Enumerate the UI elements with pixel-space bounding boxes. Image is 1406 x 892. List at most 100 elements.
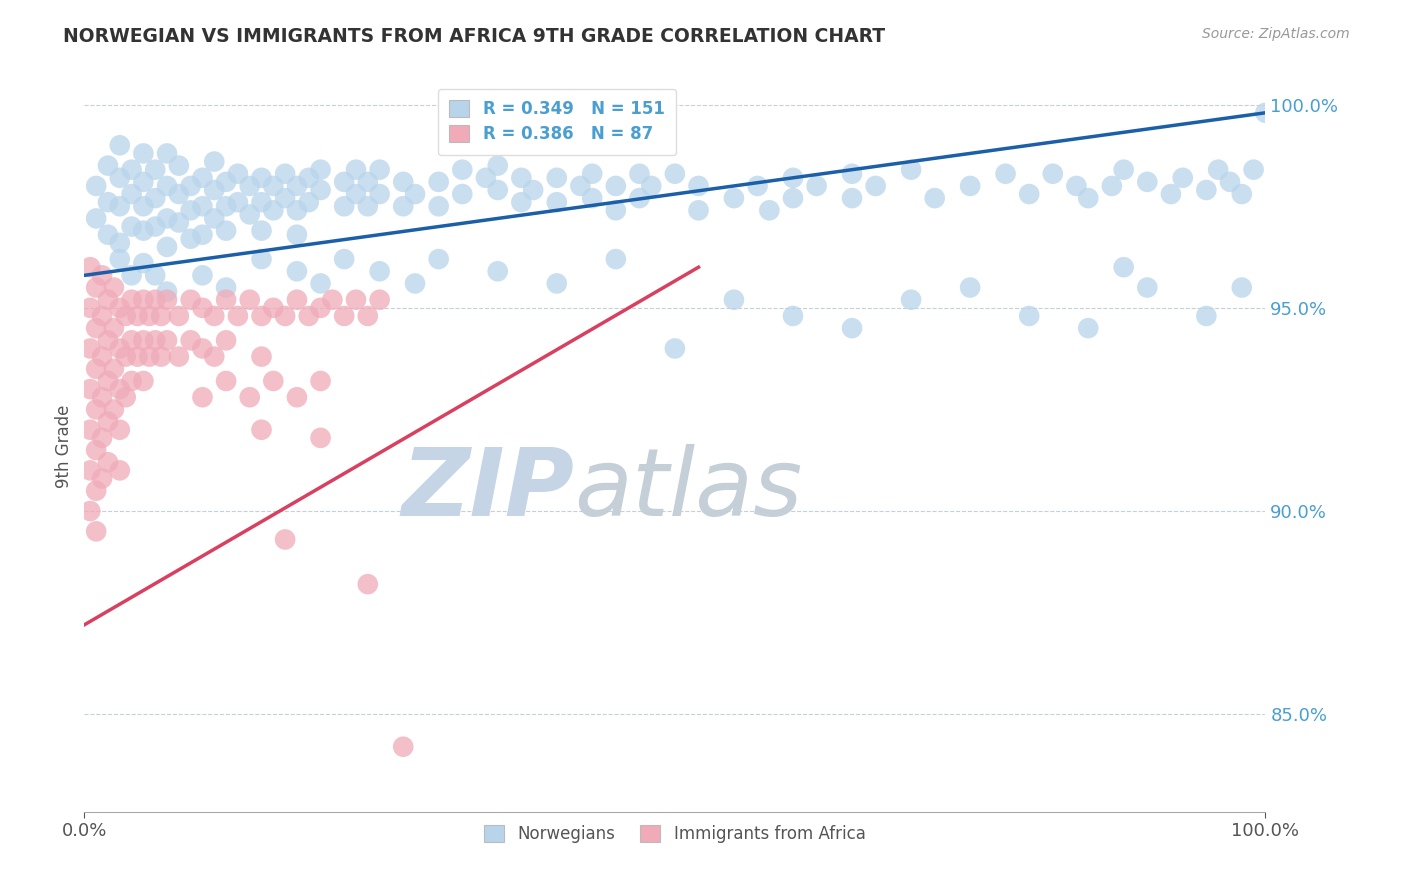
Point xyxy=(191,170,214,185)
Point xyxy=(180,334,202,348)
Point xyxy=(333,175,356,189)
Point xyxy=(191,301,214,315)
Point xyxy=(486,159,509,173)
Point xyxy=(215,280,238,294)
Point xyxy=(841,167,863,181)
Point xyxy=(202,309,225,323)
Point xyxy=(262,203,284,218)
Point xyxy=(333,252,356,266)
Point xyxy=(97,293,120,307)
Point xyxy=(427,175,450,189)
Point xyxy=(132,256,155,270)
Point xyxy=(108,301,131,315)
Point xyxy=(91,471,114,485)
Point xyxy=(167,350,190,364)
Point xyxy=(143,293,166,307)
Point xyxy=(143,191,166,205)
Point xyxy=(108,170,131,185)
Point xyxy=(167,215,190,229)
Point xyxy=(640,178,662,193)
Point xyxy=(143,334,166,348)
Point xyxy=(1171,170,1194,185)
Point xyxy=(132,146,155,161)
Point xyxy=(215,334,238,348)
Point xyxy=(368,187,391,202)
Point xyxy=(274,309,297,323)
Point xyxy=(215,293,238,307)
Point xyxy=(1042,167,1064,181)
Point xyxy=(357,199,380,213)
Point xyxy=(274,533,297,547)
Point xyxy=(309,431,332,445)
Point xyxy=(1160,187,1182,202)
Point xyxy=(1219,175,1241,189)
Point xyxy=(84,483,107,498)
Point xyxy=(79,504,101,518)
Point xyxy=(108,138,131,153)
Point xyxy=(841,321,863,335)
Point xyxy=(959,178,981,193)
Point xyxy=(581,191,603,205)
Point xyxy=(298,195,321,210)
Point xyxy=(1136,280,1159,294)
Point xyxy=(250,350,273,364)
Point xyxy=(103,402,125,417)
Point xyxy=(688,178,710,193)
Point xyxy=(344,187,367,202)
Point xyxy=(114,350,136,364)
Point xyxy=(84,361,107,376)
Point xyxy=(143,268,166,283)
Point xyxy=(1018,187,1040,202)
Point xyxy=(451,187,474,202)
Point xyxy=(108,252,131,266)
Point xyxy=(546,277,568,291)
Point xyxy=(97,455,120,469)
Point xyxy=(121,187,143,202)
Point xyxy=(747,178,769,193)
Point xyxy=(1230,187,1253,202)
Point xyxy=(486,264,509,278)
Point xyxy=(546,170,568,185)
Point xyxy=(121,374,143,388)
Point xyxy=(143,219,166,234)
Point xyxy=(250,309,273,323)
Point xyxy=(357,175,380,189)
Point xyxy=(274,191,297,205)
Point xyxy=(321,293,343,307)
Point xyxy=(250,224,273,238)
Point xyxy=(628,191,651,205)
Point xyxy=(167,159,190,173)
Point xyxy=(262,178,284,193)
Point xyxy=(156,285,179,299)
Point xyxy=(1136,175,1159,189)
Point xyxy=(79,260,101,275)
Point xyxy=(688,203,710,218)
Point xyxy=(202,183,225,197)
Point xyxy=(924,191,946,205)
Point xyxy=(392,199,415,213)
Point xyxy=(91,350,114,364)
Point xyxy=(782,170,804,185)
Point xyxy=(156,240,179,254)
Point xyxy=(285,264,308,278)
Point xyxy=(262,301,284,315)
Point xyxy=(959,280,981,294)
Point xyxy=(156,146,179,161)
Point xyxy=(97,334,120,348)
Point xyxy=(239,293,262,307)
Point xyxy=(215,199,238,213)
Point xyxy=(1195,309,1218,323)
Point xyxy=(427,252,450,266)
Point xyxy=(121,219,143,234)
Point xyxy=(132,293,155,307)
Point xyxy=(309,374,332,388)
Point xyxy=(79,423,101,437)
Point xyxy=(664,167,686,181)
Point xyxy=(510,195,533,210)
Point xyxy=(91,431,114,445)
Point xyxy=(806,178,828,193)
Point xyxy=(79,382,101,396)
Point xyxy=(156,293,179,307)
Point xyxy=(108,423,131,437)
Text: NORWEGIAN VS IMMIGRANTS FROM AFRICA 9TH GRADE CORRELATION CHART: NORWEGIAN VS IMMIGRANTS FROM AFRICA 9TH … xyxy=(63,27,886,45)
